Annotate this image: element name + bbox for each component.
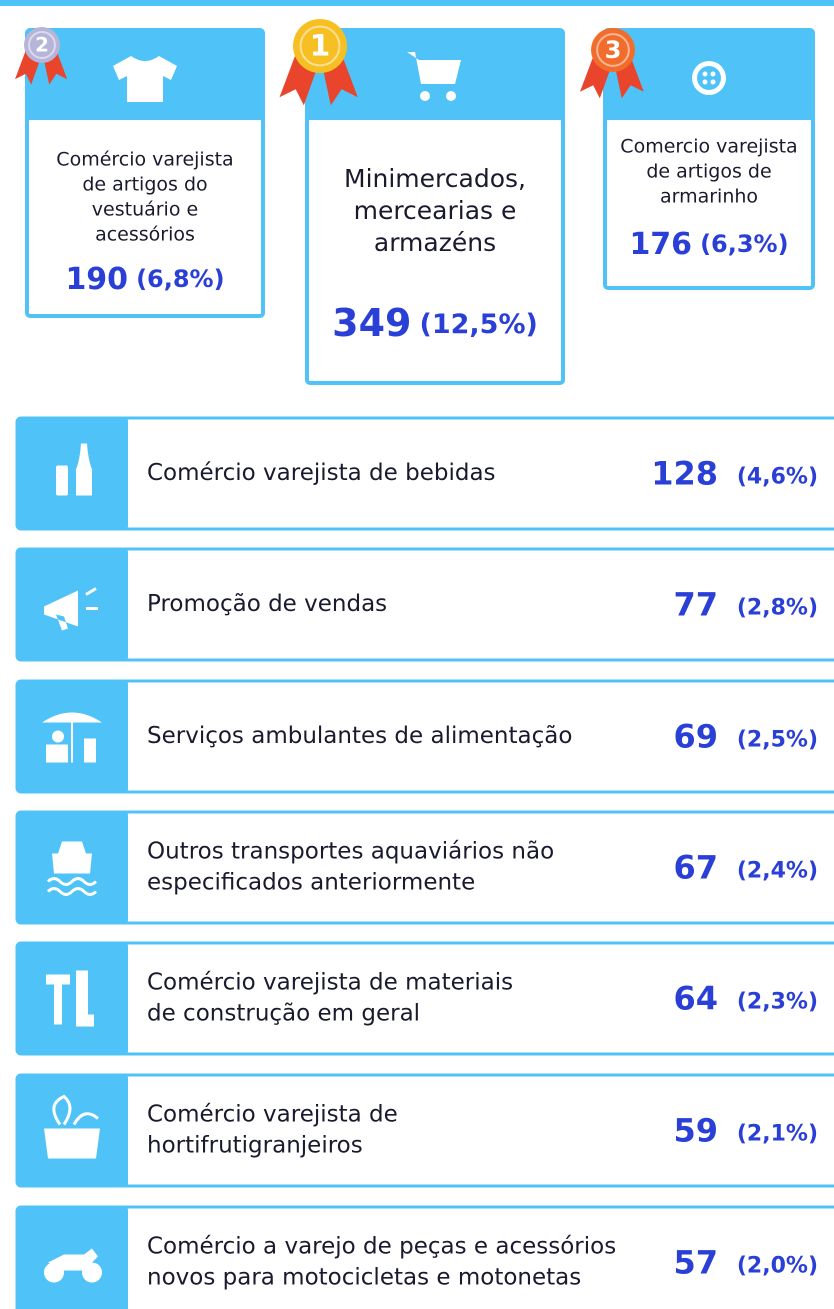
cart-icon [407, 52, 461, 84]
row-icon [46, 877, 98, 896]
medal-rank: 1 [310, 29, 331, 64]
row-count: 77 [673, 586, 718, 624]
row-label: Outros transportes aquaviários não [147, 839, 554, 865]
row-icon [56, 465, 68, 496]
row-count: 67 [673, 849, 718, 887]
card-count: 190 [65, 262, 128, 297]
row-icon [71, 722, 73, 763]
row-label: Serviços ambulantes de alimentação [147, 723, 572, 749]
row-percent: (2,4%) [737, 859, 818, 884]
shirt-icon [113, 56, 177, 102]
row-label: hortifrutigranjeiros [147, 1133, 363, 1159]
row-count: 64 [673, 980, 718, 1018]
row-label: Comércio varejista de materiais [147, 970, 513, 996]
row-count: 59 [673, 1112, 718, 1150]
row-percent: (2,3%) [737, 990, 818, 1015]
card-percent: (6,3%) [700, 230, 789, 258]
row-icon [85, 587, 98, 610]
row-icon [44, 1128, 100, 1159]
row-icon [46, 974, 70, 1025]
row-label: novos para motocicletas e motonetas [147, 1265, 581, 1291]
row-percent: (2,8%) [737, 596, 818, 621]
row-label: Comércio a varejo de peças e acessórios [147, 1234, 616, 1260]
row-icon-block [17, 942, 128, 1055]
row-label: Comércio varejista de [147, 1102, 398, 1128]
row-label: de construção em geral [147, 1001, 420, 1027]
card-label: acessórios [95, 224, 195, 246]
medal-rank: 2 [35, 34, 49, 57]
cart-wheel [446, 91, 456, 101]
row-icon-block [17, 417, 128, 530]
row-icon [52, 841, 92, 874]
card-label: mercearias e [354, 196, 517, 225]
button-hole [710, 71, 716, 77]
row-icon [76, 443, 92, 496]
medal-rank: 3 [605, 36, 622, 64]
card-label: Minimercados, [344, 164, 526, 193]
row-count: 57 [673, 1244, 718, 1282]
button-hole [702, 79, 708, 85]
row-icon [84, 738, 96, 763]
cart-wheel [420, 91, 430, 101]
row-icon [42, 712, 102, 723]
row-percent: (2,0%) [737, 1254, 818, 1279]
row-count: 128 [651, 455, 718, 493]
card-label: armarinho [660, 186, 758, 208]
card-value: 190 (6,8%) [65, 262, 224, 297]
card-count: 176 [629, 227, 692, 262]
card-label: de artigos do [82, 174, 207, 196]
button-icon [697, 66, 721, 90]
row-label: especificados anteriormente [147, 870, 475, 896]
row-label: Promoção de vendas [147, 591, 387, 617]
row-icon [46, 744, 68, 763]
card-value: 176 (6,3%) [629, 227, 788, 262]
card-label: Comércio varejista [56, 149, 233, 171]
card-label: de artigos de [646, 161, 771, 183]
row-percent: (2,5%) [737, 728, 818, 753]
row-icon [48, 1248, 98, 1271]
button-hole [710, 79, 716, 85]
row-icon [52, 1094, 99, 1126]
row-count: 69 [673, 718, 718, 756]
card-label: vestuário e [92, 199, 198, 221]
row-percent: (4,6%) [737, 465, 818, 490]
row-icon [76, 970, 94, 1027]
card-percent: (12,5%) [419, 309, 537, 340]
medal-inner [299, 25, 341, 67]
card-percent: (6,8%) [136, 265, 225, 293]
card-count: 349 [332, 301, 411, 345]
medal-inner [596, 33, 630, 67]
card-label: Comercio varejista [620, 136, 797, 158]
row-percent: (2,1%) [737, 1122, 818, 1147]
card-value: 349 (12,5%) [332, 301, 538, 345]
button-hole [702, 71, 708, 77]
row-icon [44, 590, 78, 631]
row-label: Comércio varejista de bebidas [147, 460, 496, 486]
top-bar [0, 0, 834, 6]
row-icon [52, 730, 64, 743]
card-label: armazéns [374, 228, 496, 257]
medal-inner [28, 31, 56, 59]
